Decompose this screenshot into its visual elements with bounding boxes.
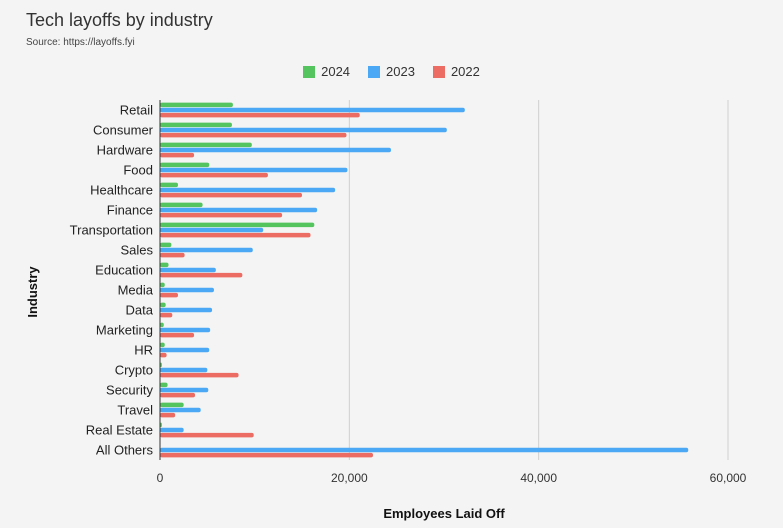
x-tick-label: 20,000 — [331, 471, 368, 485]
bars — [160, 102, 689, 458]
bar-2023-hardware[interactable] — [160, 147, 391, 153]
bar-2022-all-others[interactable] — [160, 452, 373, 458]
bar-2023-security[interactable] — [160, 387, 209, 393]
bar-2024-finance[interactable] — [160, 202, 203, 208]
x-axis-title: Employees Laid Off — [383, 506, 505, 521]
y-tick-label: Real Estate — [86, 423, 153, 438]
bar-2023-finance[interactable] — [160, 207, 318, 213]
bar-2022-data[interactable] — [160, 312, 173, 318]
bar-2023-crypto[interactable] — [160, 367, 208, 373]
y-tick-label: HR — [134, 343, 153, 358]
y-axis-title: Industry — [25, 266, 40, 318]
y-tick-label: Consumer — [93, 123, 154, 138]
bar-2024-marketing[interactable] — [160, 322, 164, 328]
bar-2024-hr[interactable] — [160, 342, 165, 348]
bar-2022-security[interactable] — [160, 392, 196, 398]
legend: 2024 2023 2022 — [0, 64, 783, 79]
bar-2022-education[interactable] — [160, 272, 243, 278]
bar-2022-finance[interactable] — [160, 212, 283, 218]
bar-2024-media[interactable] — [160, 282, 165, 288]
bar-2024-data[interactable] — [160, 302, 166, 308]
y-tick-label: Education — [95, 263, 153, 278]
x-tick-label: 0 — [157, 471, 164, 485]
bar-2024-retail[interactable] — [160, 102, 233, 108]
bar-2023-hr[interactable] — [160, 347, 210, 353]
y-tick-label: Crypto — [115, 363, 153, 378]
bar-2023-consumer[interactable] — [160, 127, 447, 133]
y-tick-label: Hardware — [97, 143, 153, 158]
y-tick-label: Transportation — [70, 223, 153, 238]
bar-2023-healthcare[interactable] — [160, 187, 336, 193]
bar-2022-media[interactable] — [160, 292, 178, 298]
legend-item-2023[interactable]: 2023 — [368, 64, 415, 79]
bar-2023-travel[interactable] — [160, 407, 201, 413]
bar-2024-transportation[interactable] — [160, 222, 315, 228]
bar-2022-healthcare[interactable] — [160, 192, 302, 198]
bar-2023-education[interactable] — [160, 267, 216, 273]
chart-subtitle: Source: https://layoffs.fyi — [26, 37, 135, 48]
bar-2022-crypto[interactable] — [160, 372, 239, 378]
bar-2023-food[interactable] — [160, 167, 348, 173]
bar-2022-transportation[interactable] — [160, 232, 311, 238]
bar-2023-media[interactable] — [160, 287, 214, 293]
bar-2022-consumer[interactable] — [160, 132, 347, 138]
x-tick-label: 40,000 — [520, 471, 557, 485]
bar-2023-retail[interactable] — [160, 107, 465, 113]
bar-2024-sales[interactable] — [160, 242, 172, 248]
bar-2022-retail[interactable] — [160, 112, 360, 118]
legend-swatch-2023 — [368, 65, 381, 78]
y-tick-label: Travel — [117, 403, 153, 418]
y-tick-label: Data — [126, 303, 154, 318]
legend-swatch-2022 — [432, 65, 445, 78]
legend-item-2022[interactable]: 2022 — [432, 64, 480, 79]
bar-2024-education[interactable] — [160, 262, 169, 268]
x-tick-label: 60,000 — [710, 471, 747, 485]
legend-label-2023: 2023 — [386, 64, 415, 79]
chart-title: Tech layoffs by industry — [26, 10, 213, 30]
legend-label-2022: 2022 — [450, 64, 480, 79]
bar-2022-real-estate[interactable] — [160, 432, 254, 438]
y-tick-label: Healthcare — [90, 183, 153, 198]
bar-2024-healthcare[interactable] — [160, 182, 178, 188]
bar-2022-travel[interactable] — [160, 412, 176, 418]
y-tick-label: Retail — [120, 103, 153, 118]
bar-2023-sales[interactable] — [160, 247, 253, 253]
y-tick-label: Media — [118, 283, 154, 298]
bar-2022-food[interactable] — [160, 172, 268, 178]
y-tick-label: All Others — [96, 443, 154, 458]
y-tick-label: Security — [106, 383, 153, 398]
bar-2023-transportation[interactable] — [160, 227, 264, 233]
bar-2024-security[interactable] — [160, 382, 168, 388]
bar-2023-real-estate[interactable] — [160, 427, 184, 433]
legend-item-2024[interactable]: 2024 — [303, 64, 350, 79]
bar-2024-travel[interactable] — [160, 402, 184, 408]
bar-2022-sales[interactable] — [160, 252, 185, 258]
legend-swatch-2024 — [303, 65, 316, 78]
bar-2023-all-others[interactable] — [160, 447, 689, 453]
y-tick-label: Finance — [107, 203, 153, 218]
bar-2022-hardware[interactable] — [160, 152, 195, 158]
bar-2024-consumer[interactable] — [160, 122, 232, 128]
bar-2023-data[interactable] — [160, 307, 213, 313]
y-tick-label: Sales — [120, 243, 153, 258]
bar-2024-hardware[interactable] — [160, 142, 252, 148]
x-tick-labels: 0 20,000 40,000 60,000 — [157, 471, 747, 485]
legend-label-2024: 2024 — [321, 64, 351, 79]
y-tick-label: Marketing — [96, 323, 153, 338]
bar-2023-marketing[interactable] — [160, 327, 211, 333]
y-tick-labels: Retail Consumer Hardware Food Healthcare Fina… — [70, 103, 154, 458]
bar-2022-marketing[interactable] — [160, 332, 195, 338]
gridlines — [348, 100, 729, 460]
bar-2024-food[interactable] — [160, 162, 210, 168]
y-tick-label: Food — [123, 163, 153, 178]
bar-2022-hr[interactable] — [160, 352, 167, 358]
